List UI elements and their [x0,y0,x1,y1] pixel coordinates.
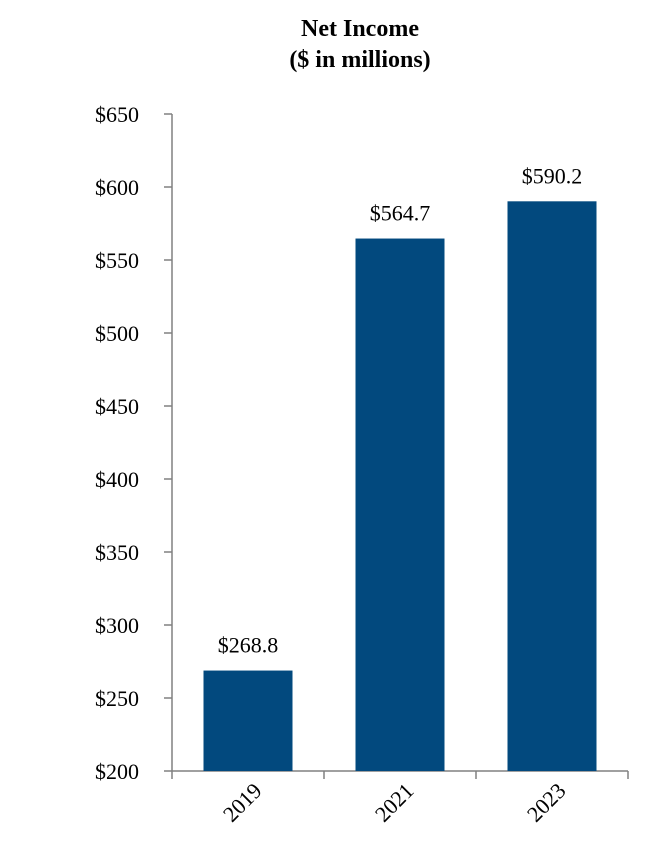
data-labels-group: $268.8 $564.7 $590.2 [218,163,583,657]
bar-2021 [355,238,445,772]
y-tick-label-400: $400 [95,467,139,492]
y-tick-label-200: $200 [95,759,139,784]
data-label-2019: $268.8 [218,633,279,658]
bars-group [203,201,597,772]
chart-title: Net Income ($ in millions) [0,14,650,76]
y-tick-label-650: $650 [95,102,139,127]
x-tick-label-2019: 2019 [218,778,267,827]
chart-subtitle-text: ($ in millions) [289,47,431,73]
x-tick-label-2023: 2023 [522,778,571,827]
x-axis: 2019 2021 2023 [171,770,629,827]
y-tick-label-300: $300 [95,613,139,638]
x-tick-label-2021: 2021 [370,778,419,827]
bar-2019 [203,670,293,771]
y-axis: $200 $250 $300 $350 $400 $450 $500 $550 $600 $650 [95,102,173,784]
y-tick-label-500: $500 [95,321,139,346]
chart-title-text: Net Income [301,16,419,42]
y-tick-label-450: $450 [95,394,139,419]
y-tick-label-550: $550 [95,248,139,273]
y-tick-label-600: $600 [95,175,139,200]
y-tick-label-250: $250 [95,686,139,711]
bar-2023 [507,201,597,772]
y-tick-label-350: $350 [95,540,139,565]
data-label-2021: $564.7 [370,201,431,226]
data-label-2023: $590.2 [522,163,583,188]
